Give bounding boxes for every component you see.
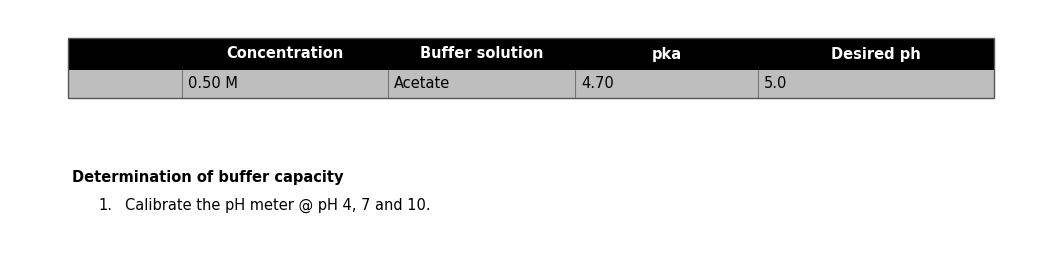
Text: Buffer solution: Buffer solution (419, 46, 543, 62)
Text: 5.0: 5.0 (764, 76, 787, 92)
Bar (68, 38, 994, 98)
Bar (68, 38, 994, 70)
Bar (68, 70, 994, 98)
Text: 4.70: 4.70 (581, 76, 614, 92)
Text: Calibrate the pH meter @ pH 4, 7 and 10.: Calibrate the pH meter @ pH 4, 7 and 10. (125, 198, 430, 213)
Text: 0.50 M: 0.50 M (188, 76, 238, 92)
Text: Desired ph: Desired ph (832, 46, 921, 62)
Text: Determination of buffer capacity: Determination of buffer capacity (72, 170, 343, 185)
Text: Concentration: Concentration (226, 46, 344, 62)
Text: 1.: 1. (98, 198, 112, 213)
Text: pka: pka (651, 46, 682, 62)
Text: Acetate: Acetate (394, 76, 450, 92)
